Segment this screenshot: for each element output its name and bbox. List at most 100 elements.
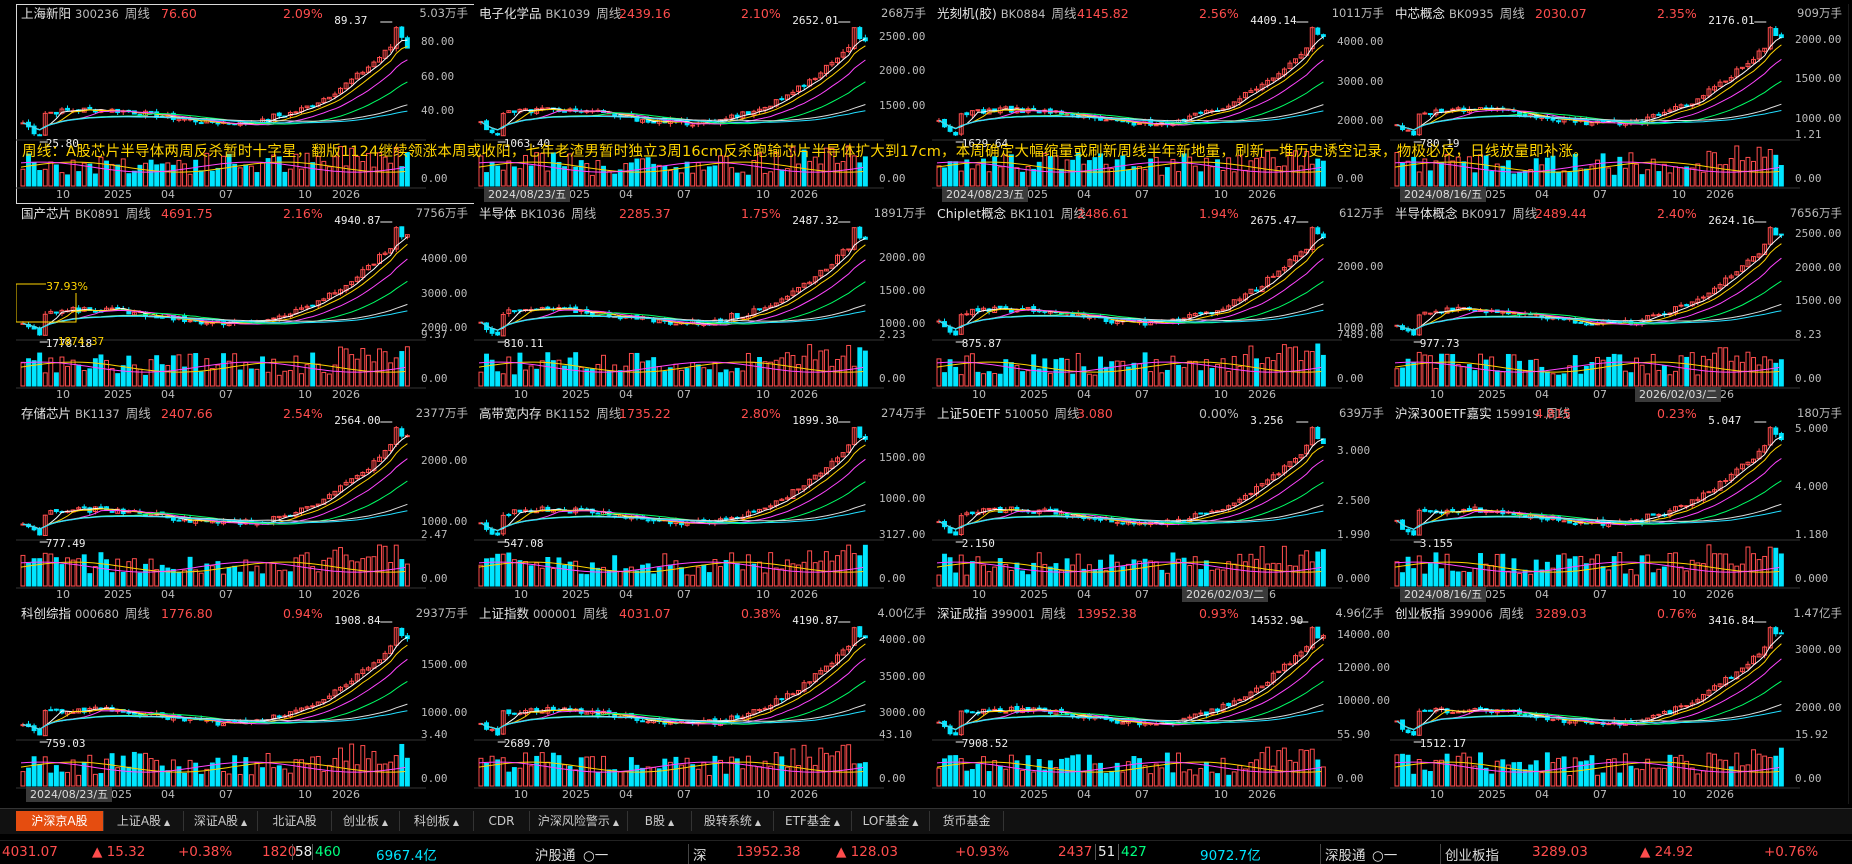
- x-axis-label: 07: [219, 388, 233, 401]
- kline-chart[interactable]: [1390, 404, 1848, 604]
- chart-panel-BK1039[interactable]: 电子化学品 BK1039 周线 2439.16 2.10% 268万手 2500.00 200…: [474, 4, 933, 204]
- market-tab-8[interactable]: B股 ▲: [628, 811, 692, 831]
- panel-header: 半导体 BK1036 周线 2285.37 1.75%: [479, 205, 781, 223]
- x-axis-label: 2026: [790, 588, 818, 601]
- volume-bar: [1639, 769, 1645, 787]
- chart-panel-BK1152[interactable]: 高带宽内存 BK1152 周线 1735.22 2.80% 274万手 1500.00 100…: [474, 404, 933, 604]
- chart-panel-BK1101[interactable]: Chiplet概念 BK1101 周线 2486.61 1.94% 612万手 2000.0…: [932, 204, 1391, 404]
- ma-line-60: [938, 710, 1324, 731]
- kline-chart[interactable]: [932, 604, 1390, 804]
- market-tab-11[interactable]: LOF基金 ▲: [852, 811, 930, 831]
- hk-connect-sz-label[interactable]: 深股通: [1320, 844, 1366, 864]
- kline-chart[interactable]: [1390, 604, 1848, 804]
- chart-panel-000680[interactable]: 科创综指 000680 周线 1776.80 0.94% 2937万手 1500.00 100…: [16, 604, 475, 804]
- volume-bar: [221, 155, 226, 187]
- cy-label[interactable]: 创业板指: [1440, 844, 1499, 864]
- volume-bar: [271, 562, 277, 587]
- chart-panel-BK0891[interactable]: 国产芯片 BK0891 周线 4691.75 2.16% 7756万手 4000.00 300…: [16, 204, 475, 404]
- volume-bar: [768, 765, 774, 787]
- market-tab-1[interactable]: 上证A股 ▲: [104, 811, 184, 831]
- volume-bar: [393, 544, 399, 587]
- market-tab-4[interactable]: 创业板 ▲: [332, 811, 400, 831]
- market-tab-10[interactable]: ETF基金 ▲: [774, 811, 852, 831]
- chart-panel-399001[interactable]: 深证成指 399001 周线 13952.38 0.93% 4.96亿手 14000.00 1…: [932, 604, 1391, 804]
- candle: [511, 509, 517, 515]
- volume-bar: [1472, 172, 1478, 187]
- volume-bar: [115, 558, 121, 587]
- volume-bar: [1439, 353, 1444, 387]
- volume-bar: [745, 352, 751, 387]
- chart-panel-BK1036[interactable]: 半导体 BK1036 周线 2285.37 1.75% 1891万手 2000.00 1500…: [474, 204, 933, 404]
- volume-label: 7756万手: [415, 206, 468, 220]
- kline-chart[interactable]: [1390, 4, 1848, 204]
- market-tab-0[interactable]: 沪深京A股: [16, 811, 104, 831]
- volume-label: 4.00亿手: [877, 606, 926, 620]
- kline-chart[interactable]: [474, 204, 932, 404]
- market-tab-3[interactable]: 北证A股: [258, 811, 332, 831]
- volume-bar: [53, 164, 59, 187]
- candle: [790, 91, 796, 95]
- volume-bar: [193, 762, 199, 787]
- volume-bar: [840, 355, 846, 387]
- market-tab-12[interactable]: 货币基金: [930, 811, 1004, 831]
- volume-bar: [584, 574, 590, 587]
- volume-bar: [304, 763, 310, 787]
- kline-chart[interactable]: [932, 404, 1390, 604]
- candle: [958, 314, 964, 335]
- volume-bar: [293, 355, 299, 387]
- hk-connect-sh-label[interactable]: 沪股通: [535, 848, 576, 864]
- volume-bar: [260, 767, 265, 787]
- y-tick-label: 1500.00: [879, 283, 926, 297]
- volume-bar: [1500, 759, 1506, 787]
- chart-panel-000001[interactable]: 上证指数 000001 周线 4031.07 0.38% 4.00亿手 4000.00 350…: [474, 604, 933, 804]
- volume-bar: [1745, 351, 1751, 387]
- volume-bar: [1717, 347, 1723, 387]
- chart-panel-399006[interactable]: 创业板指 399006 周线 3289.03 0.76% 1.47亿手 3000.00 200…: [1390, 604, 1849, 804]
- kline-chart[interactable]: [1390, 204, 1848, 404]
- market-tab-2[interactable]: 深证A股 ▲: [184, 811, 258, 831]
- chart-panel-BK1137[interactable]: 存储芯片 BK1137 周线 2407.66 2.54% 2377万手 2000.00 100…: [16, 404, 475, 604]
- candle: [1226, 702, 1232, 707]
- change-percent: 2.40%: [1657, 206, 1697, 221]
- market-tab-6[interactable]: CDR: [474, 811, 530, 831]
- tab-label: 北证A股: [272, 814, 317, 828]
- candle: [1137, 123, 1142, 126]
- chart-panel-BK0884[interactable]: 光刻机(胶) BK0884 周线 4145.82 2.56% 1011万手 4000.00 3…: [932, 4, 1391, 204]
- volume-bar: [304, 552, 310, 587]
- volume-bar: [757, 561, 762, 587]
- kline-chart[interactable]: [474, 404, 932, 604]
- chart-panel-BK0935[interactable]: 中芯概念 BK0935 周线 2030.07 2.35% 909万手 2000.00 1500…: [1390, 4, 1849, 204]
- market-tab-7[interactable]: 沪深风险警示 ▲: [530, 811, 628, 831]
- price-value: 2407.66: [161, 406, 213, 421]
- change-percent: 2.09%: [283, 6, 323, 21]
- chart-panel-510050[interactable]: 上证50ETF 510050 周线 3.080 0.00% 639万手 3.000 2.500…: [932, 404, 1391, 604]
- volume-bar: [701, 367, 707, 387]
- volume-ma-line: [20, 761, 406, 773]
- volume-bar: [673, 167, 679, 187]
- kline-chart[interactable]: [16, 604, 474, 804]
- market-tab-5[interactable]: 科创板 ▲: [400, 811, 474, 831]
- kline-chart[interactable]: [16, 204, 474, 404]
- volume-bar: [823, 349, 829, 387]
- chart-panel-300236[interactable]: 上海新阳 300236 周线 76.60 2.09% 5.03万手 80.00 60.00 40…: [16, 4, 475, 204]
- market-tab-9[interactable]: 股转系统 ▲: [692, 811, 774, 831]
- kline-chart[interactable]: [16, 4, 474, 204]
- kline-chart[interactable]: [932, 4, 1390, 204]
- volume-bar: [1578, 168, 1584, 187]
- volume-bar: [260, 356, 265, 387]
- sz-label[interactable]: 深: [688, 844, 707, 864]
- volume-bar: [628, 566, 634, 587]
- volume-bar: [846, 145, 852, 187]
- candle: [1226, 105, 1232, 109]
- chart-panel-BK0917[interactable]: 半导体概念 BK0917 周线 2489.44 2.40% 7656万手 2500.00 20…: [1390, 204, 1849, 404]
- volume-bar: [673, 560, 679, 587]
- candle: [1254, 687, 1259, 693]
- kline-chart[interactable]: [474, 604, 932, 804]
- kline-chart[interactable]: [16, 404, 474, 604]
- chart-panel-159919[interactable]: 沪深300ETF嘉实 159919 周线 4.815 0.23% 180万手 5.000 4.…: [1390, 404, 1849, 604]
- instrument-code: 399006: [1449, 607, 1493, 621]
- volume-bar: [545, 761, 551, 787]
- kline-chart[interactable]: [474, 4, 932, 204]
- candle: [1427, 709, 1433, 712]
- kline-chart[interactable]: [932, 204, 1390, 404]
